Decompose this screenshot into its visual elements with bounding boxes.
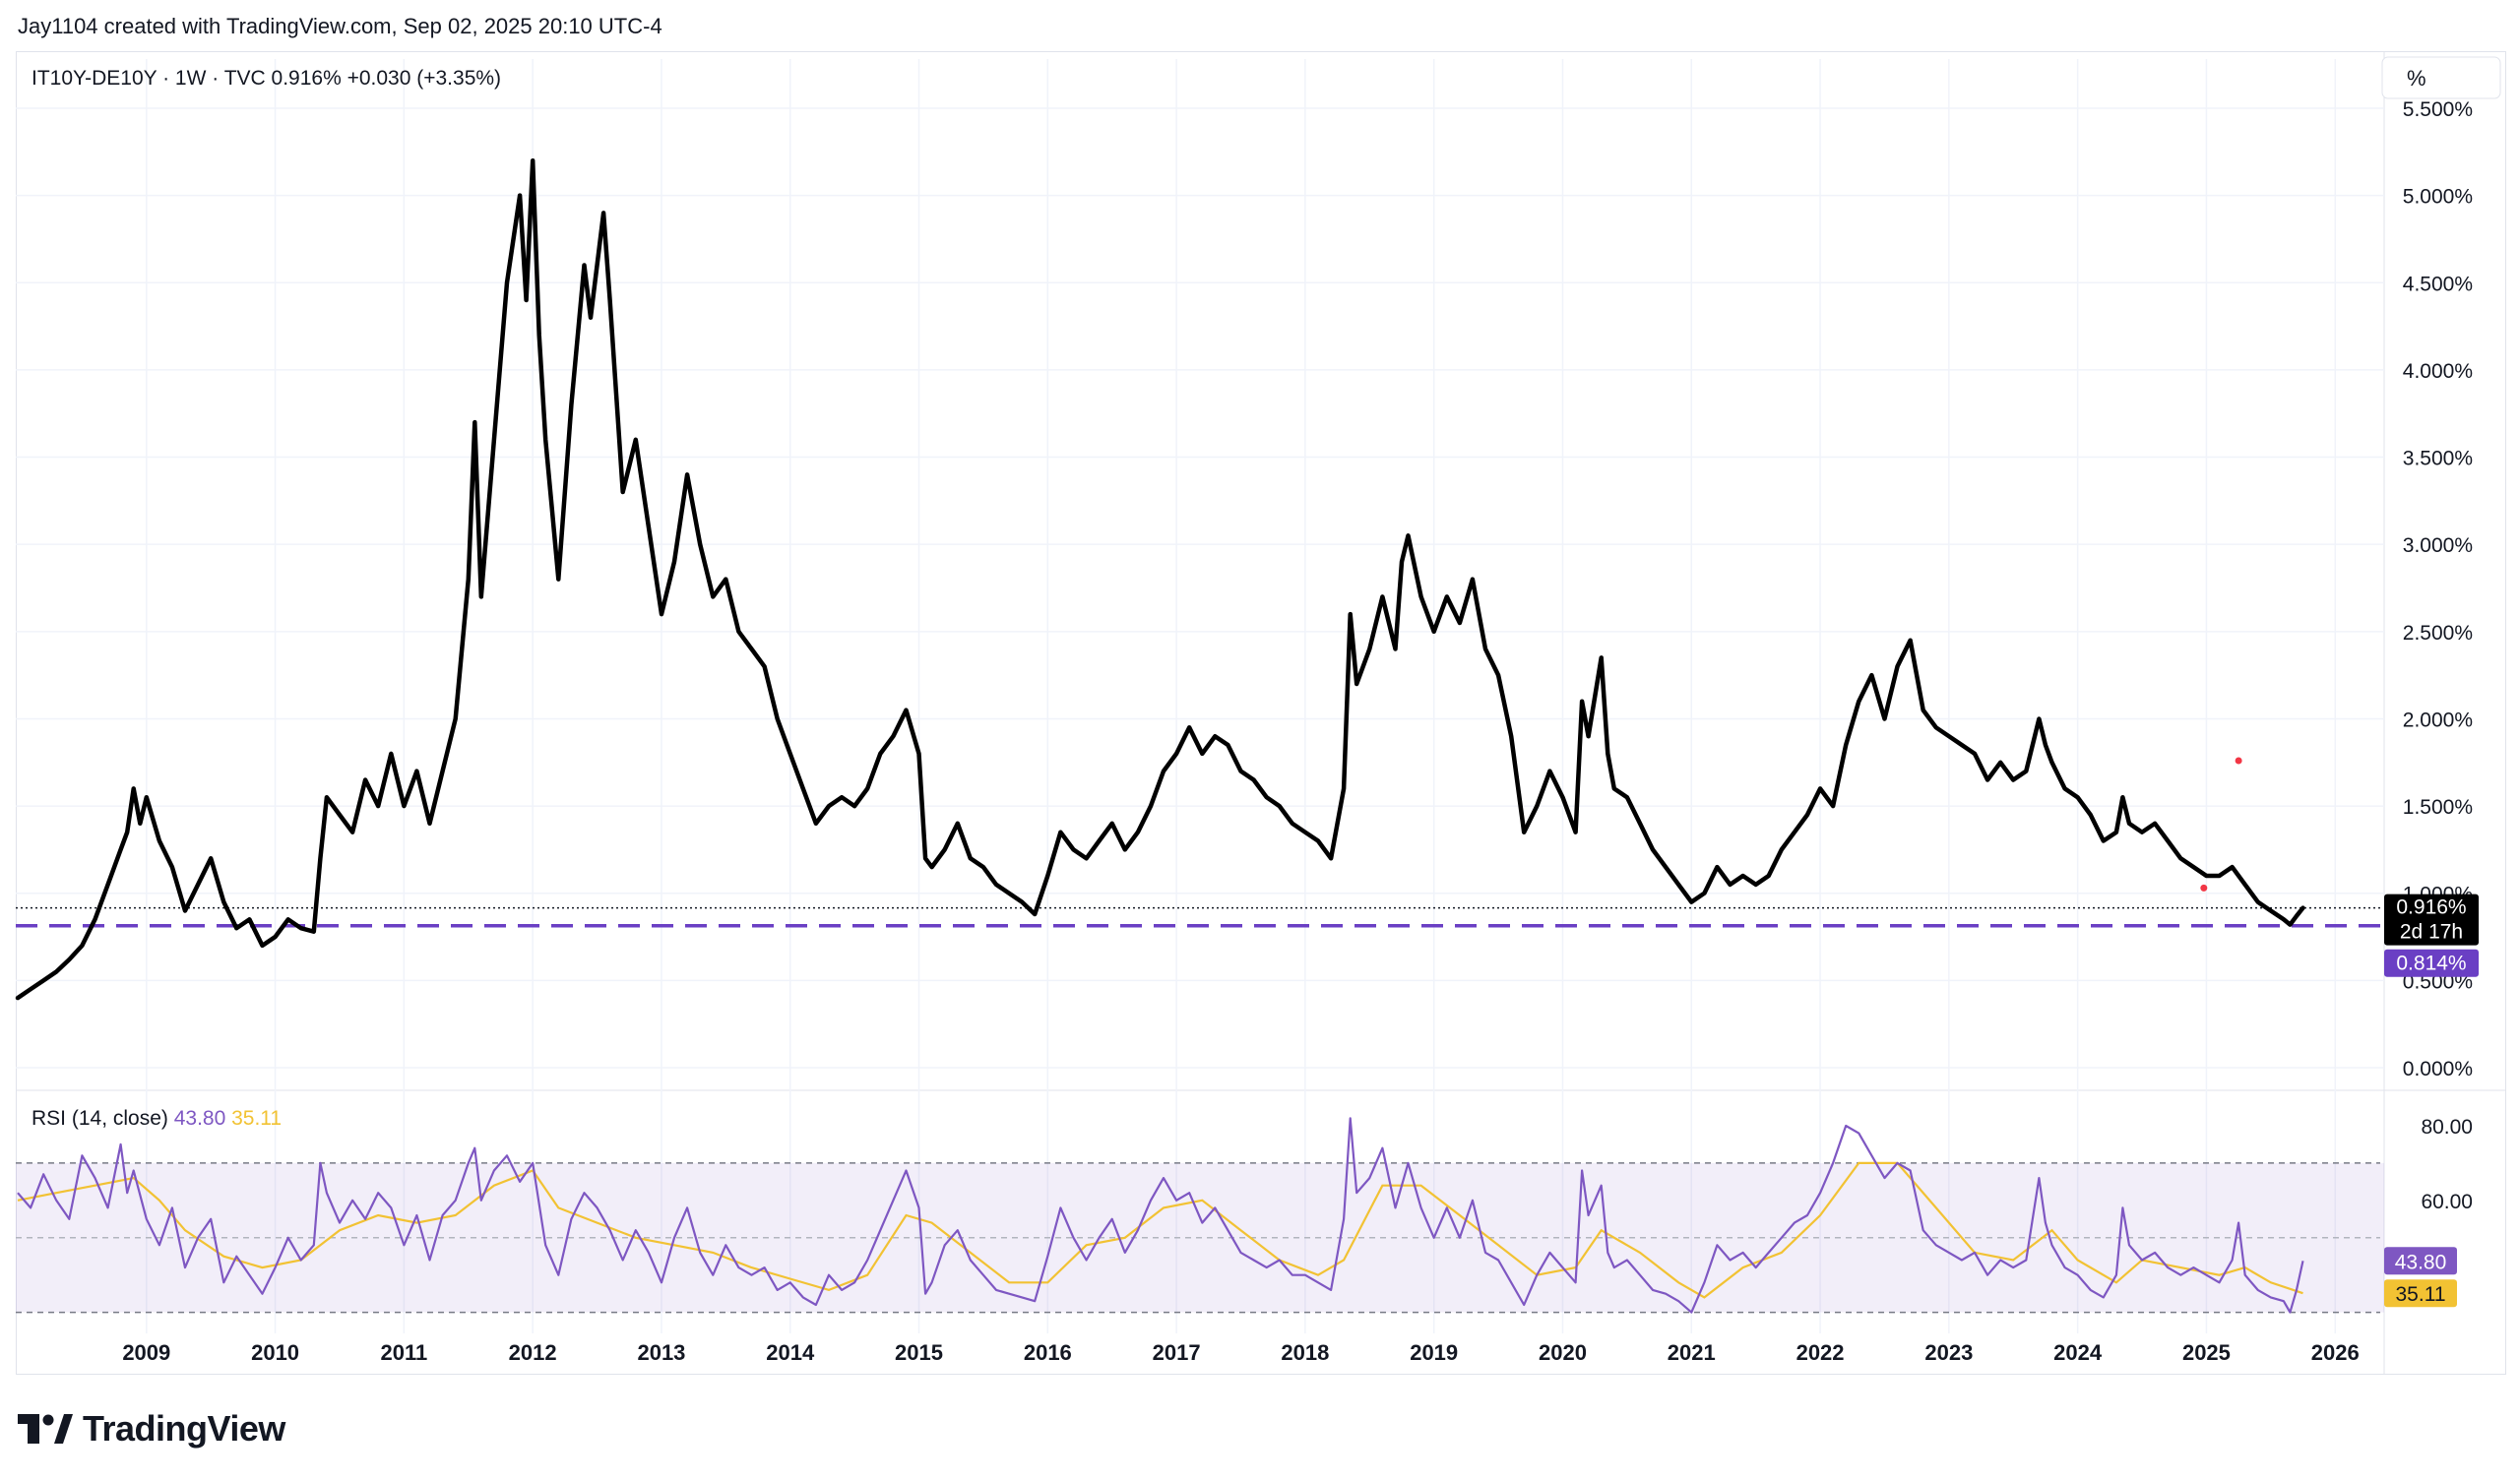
marker-dot [2235,757,2242,765]
scale-mode-label: % [2407,66,2426,91]
x-tick-label: 2022 [1796,1340,1845,1365]
rsi-legend: RSI (14, close) 43.80 35.11 [32,1107,282,1130]
rsi-line [17,1117,2304,1314]
last-value-text: 0.916% [2396,896,2466,919]
x-tick-label: 2016 [1024,1340,1072,1365]
symbol-last-value: 0.916% [272,67,347,90]
rsi-ma-text: 35.11 [2396,1283,2446,1306]
x-tick-label: 2009 [122,1340,170,1365]
x-tick-label: 2010 [251,1340,299,1365]
tradingview-logo-text: TradingView [83,1408,285,1449]
tradingview-logo-icon [18,1414,73,1444]
price-pane [15,157,2380,1001]
y-tick-label: 2.000% [2403,709,2473,731]
symbol-change: +0.030 (+3.35%) [347,67,501,90]
x-tick-label: 2013 [637,1340,685,1365]
rsi-tick-label: 60.00 [2421,1191,2473,1213]
rsi-value-badge [2384,1247,2457,1275]
countdown-text: 2d 17h [2400,921,2463,944]
x-tick-label: 2019 [1410,1340,1458,1365]
x-tick-label: 2020 [1539,1340,1587,1365]
x-tick-label: 2011 [381,1340,428,1365]
rsi-ma-line [17,1161,2303,1299]
y-tick-label: 4.000% [2403,360,2473,383]
rsi-legend-value: 43.80 [174,1107,231,1130]
x-tick-label: 2014 [766,1340,815,1365]
x-tick-label: 2017 [1153,1340,1201,1365]
x-tick-label: 2018 [1281,1340,1329,1365]
x-tick-label: 2024 [2053,1340,2103,1365]
symbol-title: IT10Y-DE10Y · 1W · TVC [32,67,272,90]
rsi-ma-badge [2384,1279,2457,1308]
y-tick-label: 3.500% [2403,448,2473,470]
rsi-pane [16,1117,2384,1314]
y-tick-label: 0.000% [2403,1058,2473,1080]
y-tick-label: 2.500% [2403,622,2473,645]
x-tick-label: 2023 [1924,1340,1973,1365]
y-tick-label: 5.500% [2403,98,2473,121]
support-value-text: 0.814% [2396,953,2466,975]
rsi-legend-ma: 35.11 [231,1107,282,1130]
chart-frame [16,51,2506,1375]
marker-dot [2200,884,2208,892]
rsi-value-text: 43.80 [2395,1251,2447,1273]
x-tick-label: 2026 [2311,1340,2360,1365]
support-value-badge [2384,949,2479,977]
y-tick-label: 4.500% [2403,273,2473,295]
symbol-legend: IT10Y-DE10Y · 1W · TVC 0.916% +0.030 (+3… [32,67,501,90]
rsi-legend-label: RSI (14, close) [32,1107,174,1130]
y-tick-label: 1.500% [2403,796,2473,819]
price-series-line [15,157,2305,1001]
x-tick-label: 2025 [2182,1340,2231,1365]
legends: IT10Y-DE10Y · 1W · TVC 0.916% +0.030 (+3… [32,67,501,1130]
x-tick-label: 2021 [1668,1340,1716,1365]
chart-credit: Jay1104 created with TradingView.com, Se… [18,14,662,38]
tradingview-logo[interactable]: TradingView [18,1407,285,1450]
last-value-badge [2384,894,2479,946]
axes: 2009 2010 2011 2012 2013 2014 2015 2016 2017 2018… [122,56,2501,1365]
y-tick-label: 3.000% [2403,534,2473,557]
grid-lines [16,51,2506,1375]
scale-mode-button [2381,56,2501,99]
x-tick-label: 2015 [895,1340,943,1365]
x-tick-label: 2012 [509,1340,557,1365]
y-tick-label: 5.000% [2403,186,2473,209]
rsi-tick-label: 80.00 [2421,1116,2473,1139]
